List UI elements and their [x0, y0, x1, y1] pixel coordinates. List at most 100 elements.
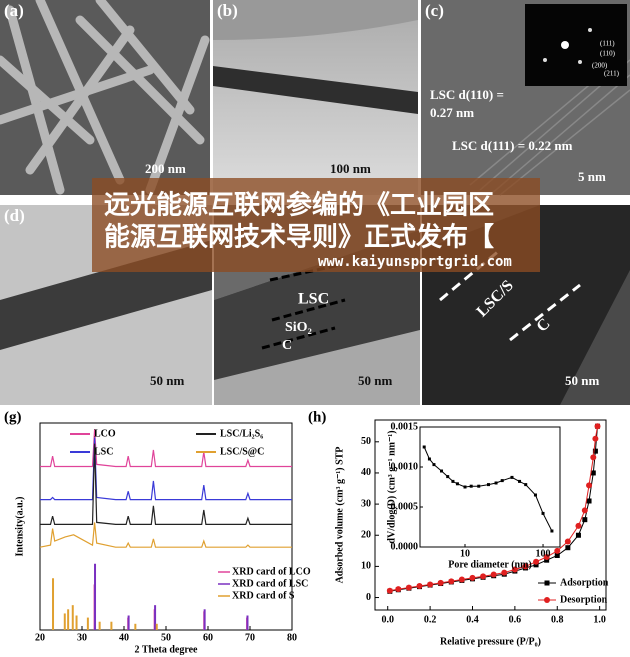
annotation: 0.27 nm	[430, 105, 474, 120]
data-point	[448, 578, 455, 585]
data-point	[386, 587, 393, 594]
inset-point	[427, 457, 431, 461]
data-point	[590, 454, 597, 461]
series-line	[40, 443, 292, 525]
data-point	[554, 547, 561, 554]
x-tick-label: 0.8	[551, 614, 564, 625]
y-axis-label: Intensity(a.u.)	[14, 496, 25, 556]
layer-label: SiO₂	[285, 320, 312, 335]
inset-point	[510, 475, 514, 479]
panel-label: (h)	[308, 409, 326, 425]
inset-point	[451, 479, 455, 483]
legend-label: LSC/S@C	[220, 446, 264, 457]
annotation: LSC d(111) = 0.22 nm	[452, 138, 573, 153]
y-axis-label: dV/dlog(D) (cm³ g⁻¹ nm⁻¹)	[386, 430, 397, 543]
legend-marker	[544, 597, 550, 603]
x-tick-label: 10	[460, 548, 470, 559]
x-tick-label: 60	[203, 632, 213, 643]
inset-point	[432, 463, 436, 467]
saed-label: (211)	[604, 70, 620, 78]
x-tick-label: 0.2	[424, 614, 437, 625]
scale-label: 50 nm	[565, 373, 599, 388]
data-point	[575, 532, 581, 538]
inset-point	[500, 479, 504, 483]
inset-point	[524, 483, 528, 487]
legend-label: XRD card of LSC	[232, 578, 308, 589]
data-point	[427, 581, 434, 588]
data-point	[437, 579, 444, 586]
panel-b: (b) 100 nm	[213, 0, 418, 195]
scale-label: 5 nm	[578, 169, 606, 184]
inset-point	[455, 482, 459, 486]
plot-frame	[374, 419, 607, 611]
watermark-url: www.kaiyunsportgrid.com	[318, 254, 512, 270]
y-tick-label: 0	[366, 592, 371, 603]
x-tick-label: 0.6	[509, 614, 522, 625]
data-point	[565, 545, 571, 551]
inset-point	[440, 469, 444, 473]
data-point	[544, 557, 550, 563]
inset-point	[550, 529, 554, 533]
data-point	[590, 470, 596, 476]
data-point	[522, 563, 529, 570]
panel-label: (d)	[4, 206, 25, 225]
panel-a: (a) 200 nm	[0, 0, 210, 195]
panel-label: (a)	[4, 1, 24, 20]
legend-label: LCO	[94, 428, 116, 439]
series-line	[40, 437, 292, 501]
data-point	[582, 517, 588, 523]
data-point	[586, 482, 593, 489]
inset-point	[422, 445, 426, 449]
inset-point	[494, 481, 498, 485]
inset-point	[518, 479, 522, 483]
saed-label: (111)	[600, 40, 615, 48]
panel-c: (c) LSC d(110) = 0.27 nm LSC d(111) = 0.…	[421, 0, 630, 196]
legend-label: LSC/Li₂S₆	[220, 428, 263, 439]
series-line	[40, 429, 292, 468]
data-point	[575, 522, 582, 529]
saed-label: (110)	[600, 50, 616, 58]
watermark-text: 能源互联网技术导则》正式发布【	[104, 222, 494, 253]
watermark: 远光能源互联网参编的《工业园区 能源互联网技术导则》正式发布【 www.kaiy…	[92, 178, 540, 272]
x-tick-label: 30	[77, 632, 87, 643]
data-point	[405, 584, 412, 591]
charts: (g) 20 30 40 50 60 70 80 2 Theta degree Intensity…	[4, 409, 609, 655]
data-point	[533, 558, 540, 565]
layer-label: LSC	[298, 291, 329, 308]
y-tick-label: 30	[361, 498, 371, 509]
y-tick-label: 0.0005	[391, 501, 419, 512]
inset-point	[486, 483, 490, 487]
data-point	[581, 507, 588, 514]
inset-point	[446, 475, 450, 479]
data-point	[543, 554, 550, 561]
legend-label: XRD card of LCO	[232, 566, 311, 577]
saed-label: (200)	[592, 62, 608, 70]
y-tick-label: 0.0010	[391, 461, 419, 472]
x-tick-label: 70	[245, 632, 255, 643]
data-point	[501, 569, 508, 576]
scale-label: 100 nm	[330, 161, 371, 176]
data-point	[533, 562, 539, 568]
y-tick-label: 20	[361, 530, 371, 541]
inset-point	[541, 511, 545, 515]
panel-label: (b)	[217, 1, 238, 20]
x-tick-label: 0.4	[466, 614, 479, 625]
legend-label: Adsorption	[560, 577, 609, 588]
x-axis-label: 2 Theta degree	[135, 644, 199, 655]
data-point	[490, 571, 497, 578]
scale-label: 50 nm	[150, 373, 184, 388]
inset-point	[463, 485, 467, 489]
x-tick-label: 1.0	[593, 614, 606, 625]
data-point	[469, 574, 476, 581]
watermark-text: 远光能源互联网参编的《工业园区	[104, 190, 494, 221]
panel-label: (c)	[425, 1, 444, 20]
annotation: LSC d(110) =	[430, 87, 504, 102]
data-point	[554, 552, 560, 558]
x-tick-label: 40	[119, 632, 129, 643]
inset-point	[477, 484, 481, 488]
inset-point	[533, 493, 537, 497]
data-point	[480, 573, 487, 580]
data-point	[395, 586, 402, 593]
x-tick-label: 80	[287, 632, 297, 643]
